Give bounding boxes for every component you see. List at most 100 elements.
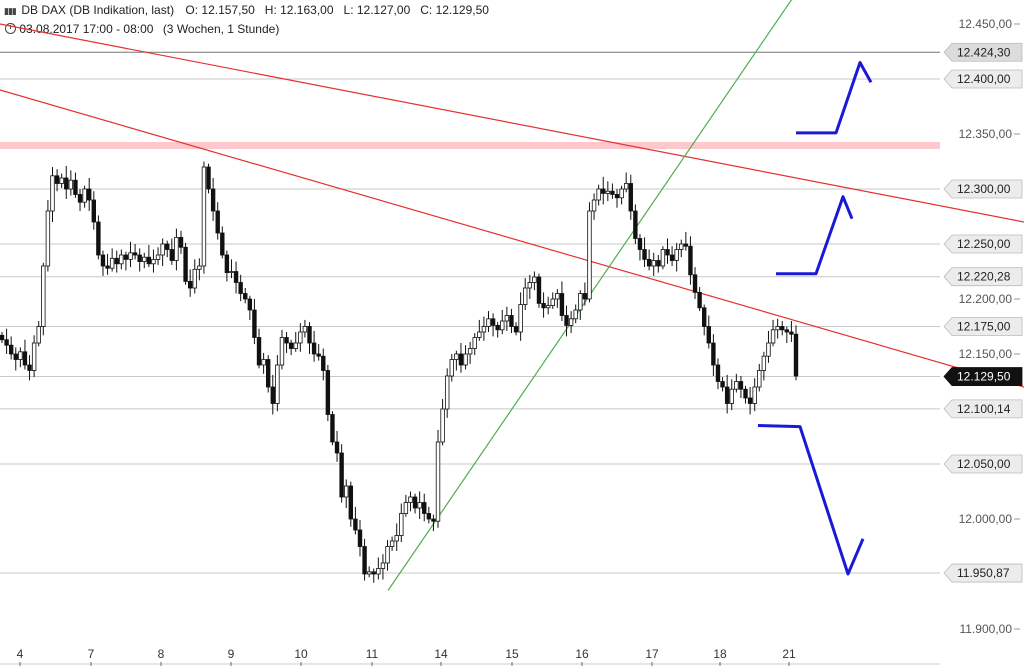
price-level-box	[943, 563, 1023, 583]
candle-body	[119, 254, 124, 265]
price-level-text: 12.100,14	[957, 402, 1011, 416]
candle-body	[77, 194, 83, 203]
x-tick-label: 17	[645, 647, 659, 661]
candle-body	[68, 179, 74, 190]
price-level-box	[943, 234, 1023, 254]
candle-body	[114, 257, 119, 265]
candle-body	[50, 175, 55, 212]
price-level-label: 12.424,30	[943, 42, 1023, 62]
candle-body	[151, 258, 156, 265]
timeframe-text: 03.08.2017 17:00 - 08:00	[19, 22, 154, 36]
candle-body	[541, 302, 546, 309]
candle-body	[656, 260, 661, 267]
candle-body	[440, 408, 445, 443]
candle-body	[669, 254, 675, 261]
price-level-box	[943, 399, 1023, 419]
candle-body	[545, 305, 551, 309]
candle-body	[417, 502, 422, 509]
y-tick-label: 12.350,00	[959, 127, 1013, 141]
candle-body	[523, 287, 528, 305]
price-level-label: 12.400,00	[943, 69, 1023, 89]
candle-body	[715, 364, 721, 382]
candle-body	[357, 529, 363, 547]
projection-path-2	[776, 195, 854, 276]
candle-body	[596, 188, 601, 201]
price-level-box	[943, 267, 1023, 287]
x-tick-label: 9	[228, 647, 235, 661]
price-level-label: 12.250,00	[943, 234, 1023, 254]
candle-body	[495, 324, 500, 331]
candle-body	[591, 199, 597, 212]
price-level-box	[943, 367, 1023, 386]
candle-body	[45, 210, 51, 267]
price-level-label: 12.300,00	[943, 179, 1023, 199]
candle-body	[270, 386, 275, 404]
candle-body	[702, 307, 707, 327]
candle-body	[302, 326, 308, 333]
candle-body	[564, 315, 569, 326]
candle-body	[435, 441, 441, 522]
candle-body	[31, 342, 37, 371]
candle-body	[36, 326, 41, 344]
candle-body	[123, 254, 129, 260]
candle-body	[109, 257, 115, 269]
price-level-box	[943, 42, 1023, 62]
candle-body	[224, 254, 230, 274]
x-tick-label: 18	[713, 647, 727, 661]
x-tick-label: 21	[782, 647, 796, 661]
candle-body	[100, 254, 106, 267]
candle-body	[766, 342, 771, 357]
price-level-label: 11.950,87	[943, 563, 1023, 583]
candle-body	[674, 249, 679, 261]
price-level-text: 12.175,00	[957, 320, 1011, 334]
x-tick-label: 11	[366, 647, 379, 661]
candle-body	[633, 210, 638, 239]
candle-body	[371, 571, 376, 575]
candle-body	[18, 351, 23, 360]
candle-body	[376, 568, 381, 575]
chart-period-line: 03.08.2017 17:00 - 08:00 (3 Wochen, 1 St…	[4, 22, 279, 36]
candle-body	[458, 353, 464, 366]
candle-body	[770, 329, 776, 344]
candle-body	[220, 232, 225, 256]
trend-line-3	[387, 0, 793, 591]
price-level-box	[943, 179, 1023, 199]
candle-body	[325, 370, 331, 415]
candle-body	[403, 502, 409, 514]
candle-body	[8, 344, 14, 355]
candle-body	[706, 326, 711, 344]
candle-body	[761, 355, 767, 371]
chart-title-line: ▮▮▮ DB DAX (DB Indikation, last) O: 12.1…	[4, 3, 489, 17]
y-tick-label: 12.450,00	[959, 17, 1013, 31]
range-text: (3 Wochen, 1 Stunde)	[162, 22, 280, 36]
x-tick-label: 8	[158, 647, 165, 661]
candle-body	[13, 353, 18, 360]
candle-body	[697, 291, 702, 309]
candle-body	[73, 179, 78, 195]
candle-body	[426, 513, 432, 520]
candle-body	[532, 276, 537, 283]
candle-body	[555, 293, 560, 300]
candle-body	[679, 243, 684, 250]
y-tick-label: 12.200,00	[959, 292, 1013, 306]
candle-body	[252, 309, 257, 338]
candle-body	[339, 452, 344, 498]
candle-body	[206, 166, 211, 190]
candle-body	[366, 571, 372, 575]
ohlc-values: O: 12.157,50 H: 12.163,00 L: 12.127,00 C…	[185, 3, 489, 17]
candle-body	[330, 414, 335, 443]
candle-body	[380, 562, 386, 569]
price-level-text: 12.400,00	[957, 72, 1011, 86]
candle-body	[192, 268, 197, 289]
candle-body	[187, 280, 193, 289]
candle-body	[518, 304, 523, 333]
candle-body	[738, 381, 744, 390]
y-tick-label: 11.900,00	[960, 622, 1013, 636]
candle-body	[22, 351, 28, 366]
price-level-label: 12.220,28	[943, 267, 1023, 287]
candle-body	[298, 331, 303, 344]
candle-body	[623, 183, 629, 190]
candle-body	[646, 258, 652, 267]
candle-body	[757, 370, 762, 388]
